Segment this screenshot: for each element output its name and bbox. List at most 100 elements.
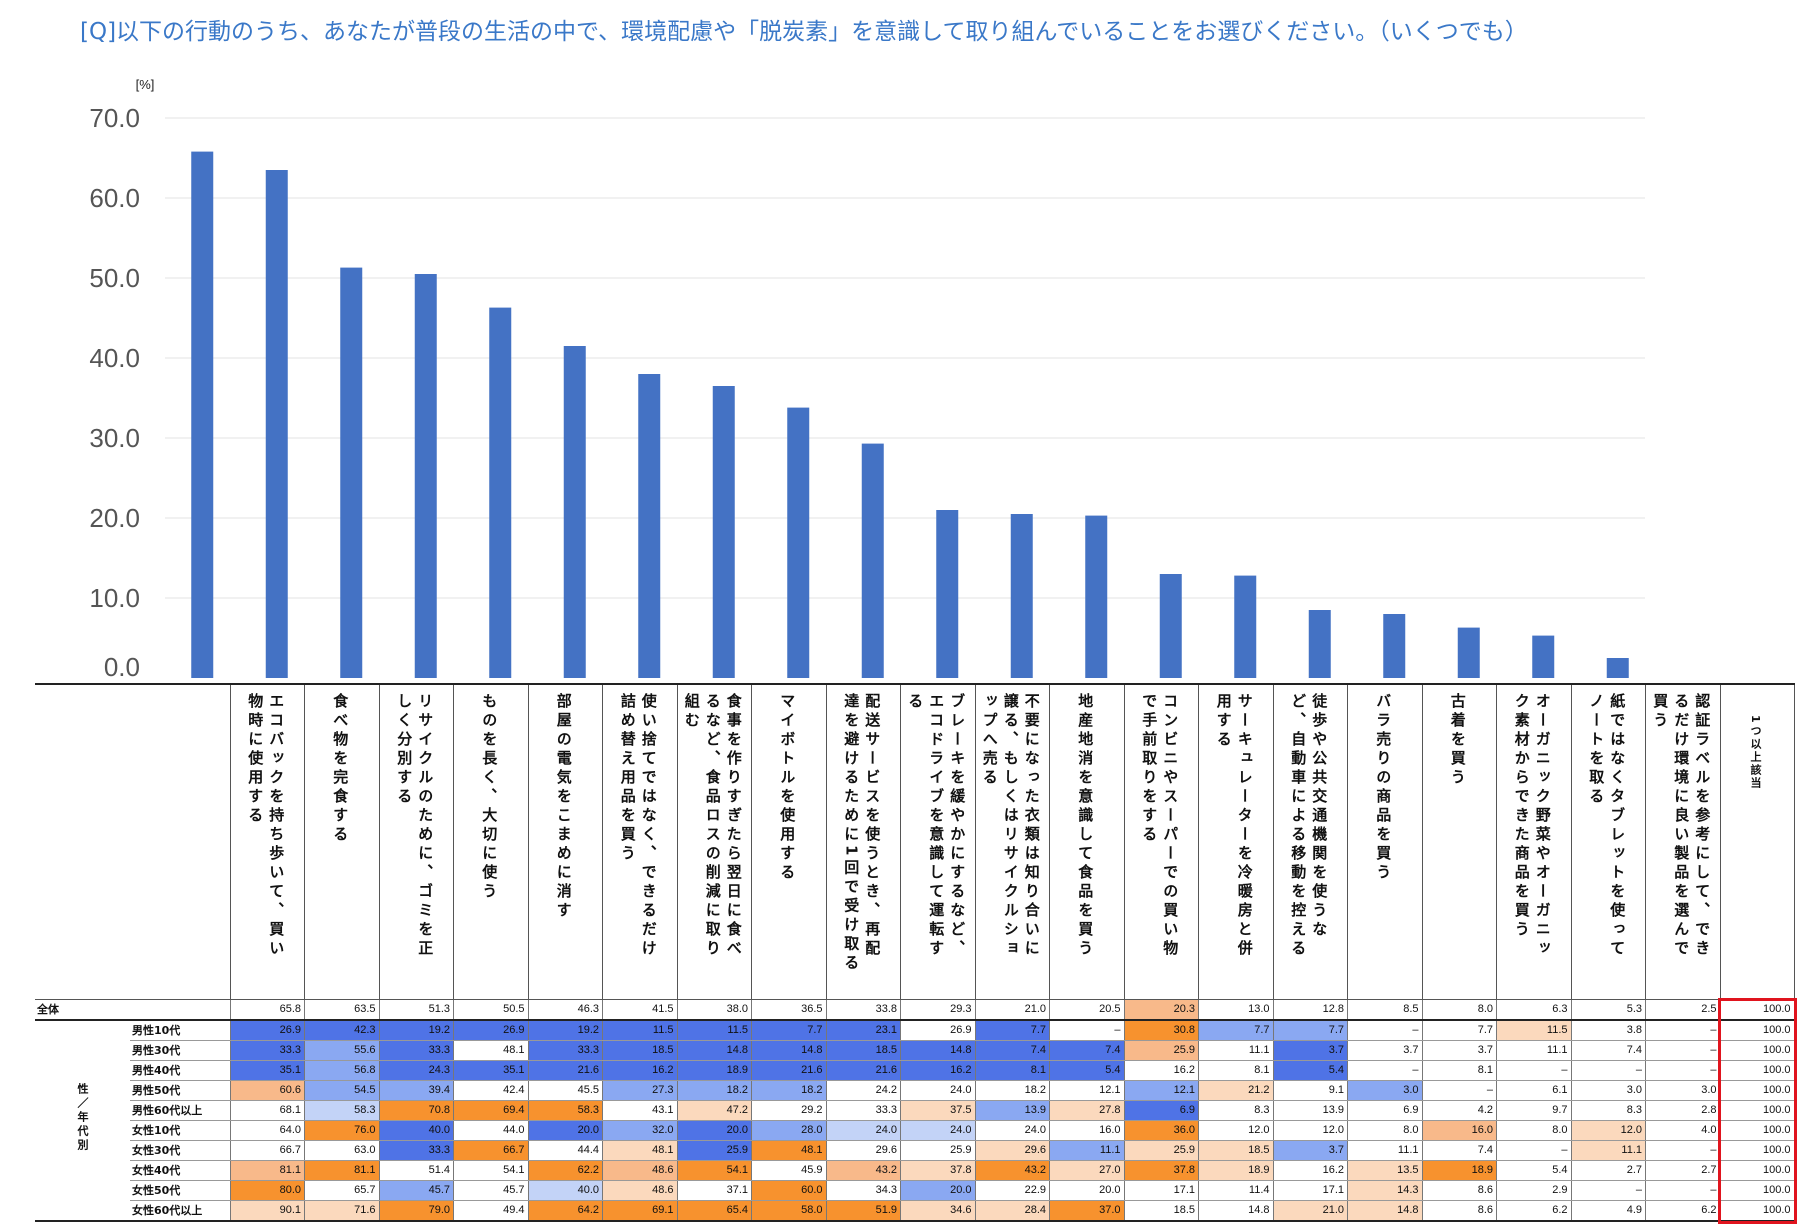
y-axis-unit-label: [%]	[136, 77, 155, 92]
table-cell: 11.1	[1199, 1041, 1274, 1061]
table-cell: 49.4	[454, 1201, 529, 1222]
table-cell: 46.3	[528, 1000, 603, 1021]
table-cell: 6.2	[1646, 1201, 1721, 1222]
table-cell: 24.0	[826, 1121, 901, 1141]
table-cell: 26.9	[901, 1020, 976, 1041]
table-cell: 3.7	[1273, 1141, 1348, 1161]
table-cell: 3.7	[1348, 1041, 1423, 1061]
table-cell: 11.1	[1348, 1141, 1423, 1161]
bar-16	[1309, 610, 1331, 678]
table-cell: –	[1050, 1020, 1125, 1041]
table-cell: 16.2	[1273, 1161, 1348, 1181]
table-cell: 5.4	[1050, 1061, 1125, 1081]
table-cell: 37.0	[1050, 1201, 1125, 1222]
table-cell: 90.1	[230, 1201, 305, 1222]
table-cell: 45.7	[454, 1181, 529, 1201]
column-header-label: バラ売りの商品を買う	[1372, 685, 1397, 977]
table-cell: 14.8	[752, 1041, 827, 1061]
table-cell: 79.0	[379, 1201, 454, 1222]
table-cell: 18.5	[826, 1041, 901, 1061]
table-cell: 8.6	[1422, 1181, 1497, 1201]
table-cell: 16.2	[901, 1061, 976, 1081]
column-header-any: 1つ以上該当	[1720, 684, 1794, 1000]
table-cell: 6.2	[1497, 1201, 1572, 1222]
row-label: 男性10代	[130, 1020, 230, 1041]
table-cell: 24.0	[901, 1121, 976, 1141]
y-tick-label: 0.0	[104, 652, 140, 682]
column-header: ブレーキを緩やかにするなど、エコドライブを意識して運転する	[901, 684, 976, 1000]
table-cell: 45.5	[528, 1081, 603, 1101]
column-header: 認証ラベルを参考にして、できるだけ環境に良い製品を選んで買う	[1646, 684, 1721, 1000]
table-cell: 14.8	[677, 1041, 752, 1061]
table-cell: 27.8	[1050, 1101, 1125, 1121]
table-cell: 30.8	[1124, 1020, 1199, 1041]
table-cell: 28.4	[975, 1201, 1050, 1222]
bar-14	[1160, 574, 1182, 678]
table-cell: 54.1	[677, 1161, 752, 1181]
column-header-label: 不要になった衣類は知り合いに譲る、もしくはリサイクルショップへ売る	[979, 685, 1046, 977]
table-cell: 18.5	[1124, 1201, 1199, 1222]
table-cell: 12.0	[1199, 1121, 1274, 1141]
table-cell: 64.0	[230, 1121, 305, 1141]
row-label: 女性10代	[130, 1121, 230, 1141]
row-label: 女性40代	[130, 1161, 230, 1181]
table-cell: 60.0	[752, 1181, 827, 1201]
table-cell: 63.5	[305, 1000, 380, 1021]
table-cell: 40.0	[528, 1181, 603, 1201]
table-cell: 2.9	[1497, 1181, 1572, 1201]
table-cell: 19.2	[528, 1020, 603, 1041]
table-cell: 43.1	[603, 1101, 678, 1121]
table-cell: 26.9	[230, 1020, 305, 1041]
table-cell: 100.0	[1720, 1081, 1794, 1101]
table-cell: 37.1	[677, 1181, 752, 1201]
table-cell: 29.6	[826, 1141, 901, 1161]
y-axis: 0.010.020.030.040.050.060.070.0	[89, 103, 140, 682]
table-cell: 48.1	[752, 1141, 827, 1161]
table-cell: 37.8	[1124, 1161, 1199, 1181]
table-cell: 45.7	[379, 1181, 454, 1201]
column-header: 不要になった衣類は知り合いに譲る、もしくはリサイクルショップへ売る	[975, 684, 1050, 1000]
table-cell: 5.3	[1571, 1000, 1646, 1021]
row-label: 男性30代	[130, 1041, 230, 1061]
crosstab-table: エコバックを持ち歩いて、買い物時に使用する食べ物を完食するリサイクルのために、ゴ…	[35, 683, 1795, 1222]
table-cell: 16.0	[1050, 1121, 1125, 1141]
table-cell: 3.7	[1273, 1041, 1348, 1061]
table-cell: 20.0	[677, 1121, 752, 1141]
column-header: 食事を作りすぎたら翌日に食べるなど、食品ロスの削減に取り組む	[677, 684, 752, 1000]
table-cell: 21.6	[826, 1061, 901, 1081]
table-cell: 7.4	[1571, 1041, 1646, 1061]
chart-gridlines	[165, 118, 1645, 598]
table-cell: 100.0	[1720, 1121, 1794, 1141]
column-header-label: サーキュレーターを冷暖房と併用する	[1213, 685, 1259, 977]
table-cell: 18.5	[1199, 1141, 1274, 1161]
table-cell: 8.3	[1571, 1101, 1646, 1121]
column-header-label: 使い捨てではなく、できるだけ詰め替え用品を買う	[617, 685, 663, 977]
table-cell: 13.0	[1199, 1000, 1274, 1021]
bar-13	[1085, 516, 1107, 678]
table-cell: 33.3	[528, 1041, 603, 1061]
table-cell: 12.1	[1124, 1081, 1199, 1101]
table-cell: 26.9	[454, 1020, 529, 1041]
table-cell: –	[1497, 1061, 1572, 1081]
y-tick-label: 20.0	[89, 503, 140, 533]
table-cell: 7.7	[752, 1020, 827, 1041]
table-cell: 8.0	[1497, 1121, 1572, 1141]
table-cell: 76.0	[305, 1121, 380, 1141]
column-header-label: 配送サービスを使うとき、再配達を避けるために1回で受け取る	[840, 685, 886, 977]
table-cell: –	[1348, 1020, 1423, 1041]
table-cell: 21.6	[528, 1061, 603, 1081]
table-cell: 55.6	[305, 1041, 380, 1061]
table-cell: 43.2	[826, 1161, 901, 1181]
table-cell: 50.5	[454, 1000, 529, 1021]
bar-12	[1011, 514, 1033, 678]
table-cell: 54.5	[305, 1081, 380, 1101]
table-cell: –	[1571, 1181, 1646, 1201]
table-cell: 16.0	[1422, 1121, 1497, 1141]
y-tick-label: 50.0	[89, 263, 140, 293]
table-cell: 11.5	[677, 1020, 752, 1041]
table-cell: 20.3	[1124, 1000, 1199, 1021]
table-cell: –	[1571, 1061, 1646, 1081]
column-header: 徒歩や公共交通機関を使うなど、自動車による移動を控える	[1273, 684, 1348, 1000]
